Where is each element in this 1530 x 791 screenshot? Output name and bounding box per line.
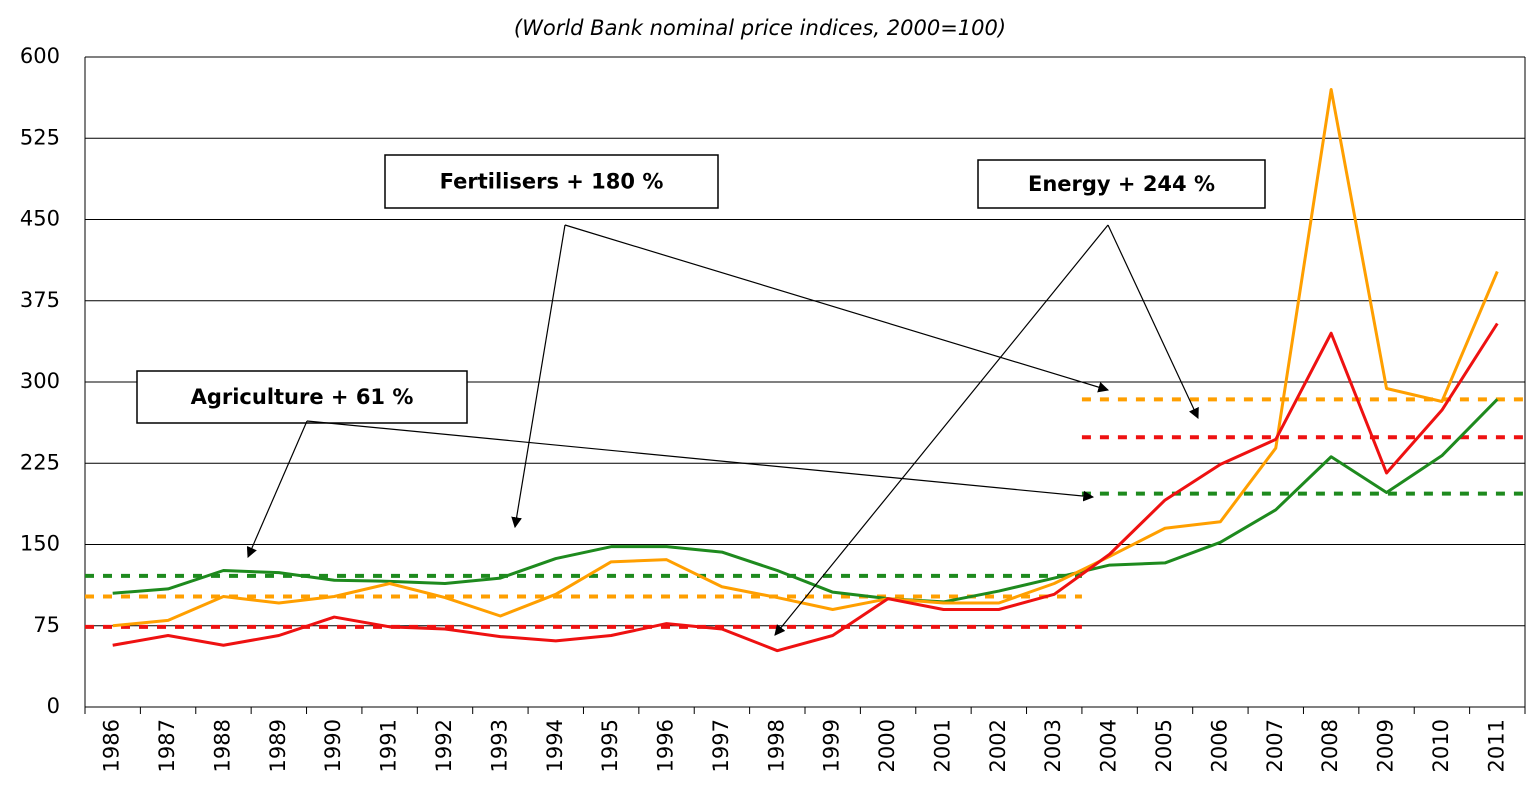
- x-tick-label: 2004: [1097, 719, 1121, 772]
- y-tick-label: 450: [20, 207, 60, 231]
- series-line: [112, 322, 1499, 653]
- x-tick-label: 1986: [100, 719, 124, 772]
- x-tick-label: 2011: [1484, 719, 1508, 772]
- x-tick-label: 2006: [1207, 719, 1231, 772]
- x-tick-label: 1992: [432, 719, 456, 772]
- annotation-arrow: [1107, 224, 1199, 419]
- x-tick-label: 2003: [1041, 719, 1065, 772]
- y-tick-label: 300: [20, 369, 60, 393]
- x-tick-label: 1995: [598, 719, 622, 772]
- y-tick-label: 525: [20, 125, 60, 149]
- annotation-arrow: [246, 420, 308, 558]
- annotation-arrow: [774, 224, 1109, 636]
- series-line: [112, 88, 1499, 628]
- x-tick-label: 1999: [820, 719, 844, 772]
- x-tick-label: 2005: [1152, 719, 1176, 772]
- annotation-arrow: [306, 420, 1095, 502]
- y-tick-label: 150: [20, 532, 60, 556]
- x-tick-label: 2008: [1318, 719, 1342, 772]
- annotation-arrow: [564, 224, 1110, 393]
- annotation-box: [384, 154, 719, 209]
- x-tick-label: 1996: [654, 719, 678, 772]
- y-tick-label: 225: [20, 450, 60, 474]
- annotation-box: [136, 370, 468, 424]
- annotation: Agriculture + 61 %: [191, 385, 414, 409]
- x-tick-label: 1989: [266, 719, 290, 772]
- x-tick-label: 1988: [210, 719, 234, 772]
- x-tick-label: 1987: [155, 719, 179, 772]
- annotation: Fertilisers + 180 %: [440, 170, 664, 194]
- chart-subtitle: (World Bank nominal price indices, 2000=…: [514, 16, 1006, 40]
- annotation-arrow: [511, 224, 566, 529]
- y-tick-label: 375: [20, 288, 60, 312]
- y-tick-label: 75: [33, 613, 60, 637]
- x-tick-label: 1993: [487, 719, 511, 772]
- x-tick-label: 2007: [1263, 719, 1287, 772]
- y-tick-label: 0: [47, 694, 60, 718]
- x-tick-label: 1991: [377, 719, 401, 772]
- x-tick-label: 2000: [875, 719, 899, 772]
- annotation-box: [977, 159, 1266, 209]
- x-tick-label: 1994: [543, 719, 567, 772]
- annotation: Energy + 244 %: [1028, 172, 1215, 196]
- x-tick-label: 1990: [321, 719, 345, 772]
- x-tick-label: 2002: [986, 719, 1010, 772]
- x-tick-label: 2001: [930, 719, 954, 772]
- y-tick-label: 600: [20, 44, 60, 68]
- x-tick-label: 2010: [1429, 719, 1453, 772]
- series-line: [112, 398, 1499, 604]
- x-tick-label: 1997: [709, 719, 733, 772]
- x-tick-label: 2009: [1374, 719, 1398, 772]
- x-tick-label: 1998: [764, 719, 788, 772]
